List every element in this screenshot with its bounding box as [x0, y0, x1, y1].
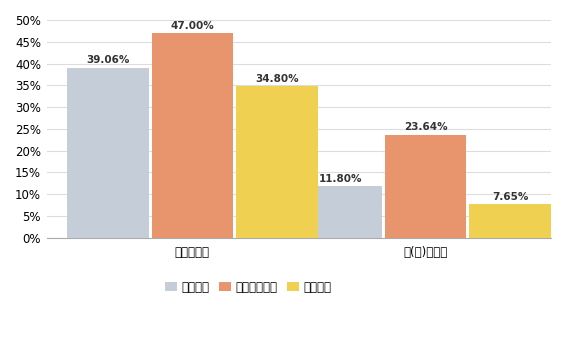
Bar [385, 135, 466, 237]
Bar [152, 33, 233, 237]
Bar [236, 86, 318, 237]
Legend: 四川大学, 电子科技大学, 重庆大学: 四川大学, 电子科技大学, 重庆大学 [160, 276, 336, 299]
Text: 7.65%: 7.65% [492, 192, 529, 202]
Bar [300, 186, 382, 237]
Text: 47.00%: 47.00% [170, 21, 214, 31]
Text: 23.64%: 23.64% [404, 122, 448, 132]
Bar [469, 204, 551, 237]
Text: 11.80%: 11.80% [319, 174, 363, 184]
Text: 34.80%: 34.80% [255, 74, 299, 84]
Text: 39.06%: 39.06% [86, 55, 130, 66]
Bar [67, 68, 149, 237]
